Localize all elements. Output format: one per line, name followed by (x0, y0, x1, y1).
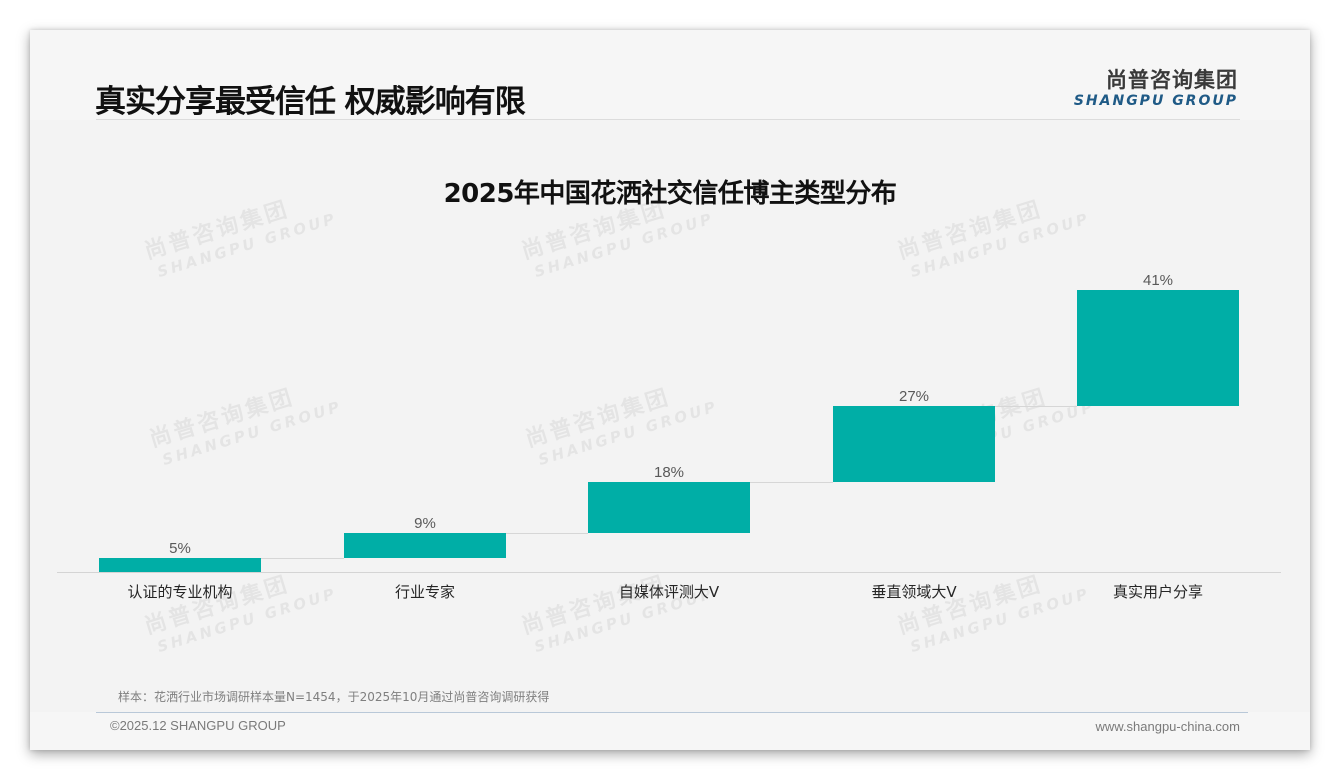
category-label: 自媒体评测大V (618, 583, 720, 601)
category-label: 真实用户分享 (1112, 583, 1203, 601)
bar-value-label: 5% (169, 539, 191, 557)
header-band (30, 30, 1310, 120)
chart-title: 2025年中国花洒社交信任博主类型分布 (443, 179, 897, 209)
connector-line (995, 405, 1077, 407)
category-label: 认证的专业机构 (127, 583, 233, 601)
header-divider (96, 119, 1240, 120)
category-label: 行业专家 (394, 583, 455, 601)
website-link[interactable]: www.shangpu-china.com (1095, 719, 1240, 734)
connector-line (261, 557, 344, 559)
logo-en-text: SHANGPU GROUP (1073, 93, 1238, 109)
footer-band (30, 712, 1310, 750)
bar (344, 532, 506, 558)
sample-note: 样本：花洒行业市场调研样本量N=1454，于2025年10月通过尚普咨询调研获得 (118, 690, 550, 704)
bar-value-label: 27% (898, 387, 930, 405)
footer-divider (96, 712, 1248, 713)
company-logo: 尚普咨询集团 SHANGPU GROUP (1074, 64, 1238, 109)
copyright-text: ©2025.12 SHANGPU GROUP (110, 718, 286, 733)
bar (99, 557, 261, 572)
bar (1077, 290, 1239, 406)
bar-value-label: 9% (414, 514, 436, 532)
category-label: 垂直领域大V (871, 583, 957, 601)
slide: 真实分享最受信任 权威影响有限 尚普咨询集团 SHANGPU GROUP 尚普咨… (30, 30, 1310, 750)
waterfall-chart: 5% 认证的专业机构 9% 行业专家 18% 自媒体评测大V 27% 垂直领域大V 41% 真实用… (30, 30, 1310, 750)
page-title: 真实分享最受信任 权威影响有限 (95, 84, 526, 120)
bar (588, 481, 750, 533)
connector-line (750, 481, 833, 483)
bar (833, 405, 995, 482)
bar-value-label: 41% (1142, 272, 1174, 289)
connector-line (506, 532, 588, 534)
bar-value-label: 18% (653, 463, 685, 481)
x-axis-line (57, 572, 1281, 573)
logo-cn-text: 尚普咨询集团 (1106, 68, 1238, 92)
